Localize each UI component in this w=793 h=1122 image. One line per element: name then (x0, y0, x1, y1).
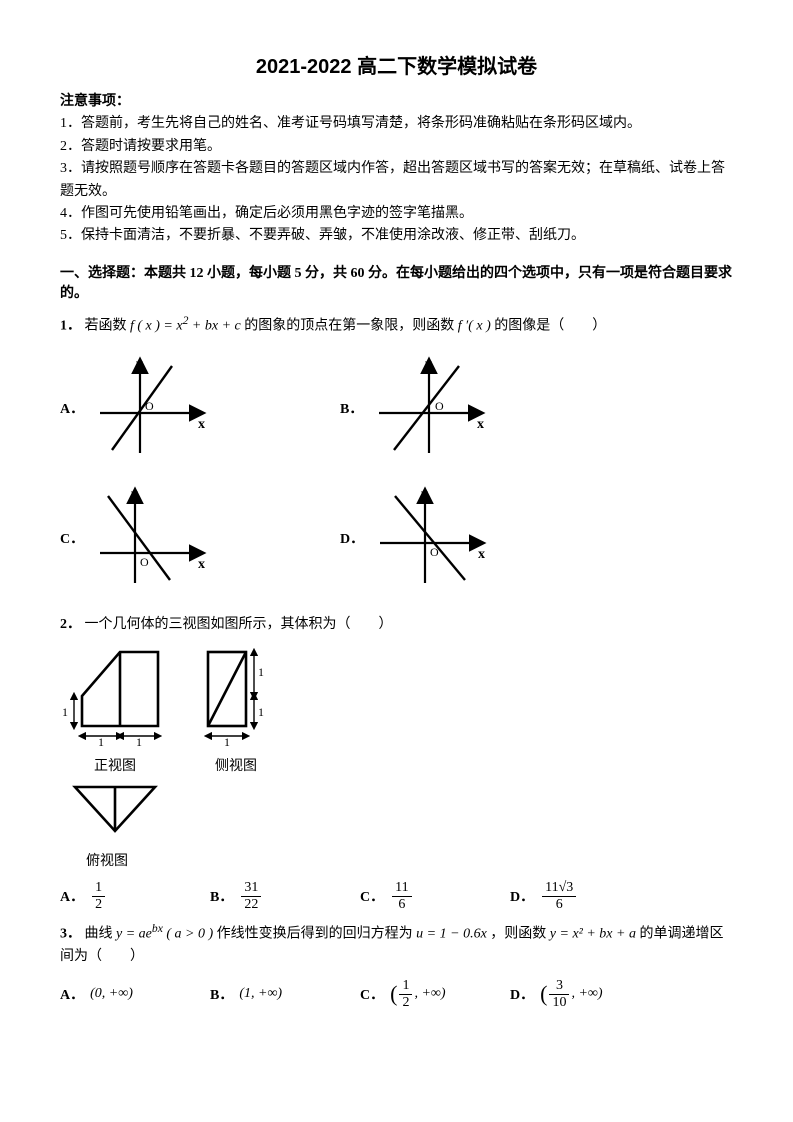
svg-text:x: x (477, 417, 484, 432)
q3-text-mid2: ，则函数 (490, 927, 550, 942)
side-view-caption: 侧视图 (196, 755, 276, 775)
svg-text:y: y (425, 357, 432, 372)
q1-formula-1a: f ( x ) = x (130, 318, 183, 333)
opt-b-label: B． (340, 398, 363, 418)
q3-f1: y = ae (116, 927, 152, 942)
front-view-caption: 正视图 (60, 755, 170, 775)
q1-opt-d: D． y x O (340, 478, 620, 598)
svg-text:1: 1 (62, 705, 68, 719)
q2-three-views: 1 1 1 正视图 1 1 1 侧视图 (60, 646, 733, 775)
notice-3: 3．请按照题号顺序在答题卡各题目的答题区域内作答，超出答题区域书写的答案无效；在… (60, 161, 725, 198)
page-title: 2021-2022 高二下数学模拟试卷 (60, 50, 733, 79)
q3-num: 3． (60, 927, 81, 942)
section-1-head: 一、选择题：本题共 12 小题，每小题 5 分，共 60 分。在每小题给出的四个… (60, 262, 733, 302)
graph-a-icon: y x O (90, 358, 210, 458)
q3-f3: y = x² + bx + a (550, 927, 636, 942)
q2-a-label: A． (60, 886, 84, 906)
q3-opt-a: A． (0, +∞) (60, 978, 210, 1010)
q1-text-mid: 的图象的顶点在第一象限，则函数 (244, 318, 458, 333)
q1-formula-2: f ′( x ) (458, 318, 491, 333)
q3-opt-c: C． ( 12 , +∞) (360, 978, 510, 1010)
front-view-icon: 1 1 1 (60, 646, 170, 746)
svg-text:x: x (198, 417, 205, 432)
side-view-icon: 1 1 1 (196, 646, 276, 746)
q2-num: 2． (60, 617, 81, 632)
front-view: 1 1 1 正视图 (60, 646, 170, 775)
q2-options: A． 12 B． 3122 C． 116 D． 11√36 (60, 880, 733, 912)
opt-c-label: C． (60, 528, 84, 548)
top-view-caption: 俯视图 (86, 850, 733, 870)
top-view-icon (60, 781, 170, 841)
q3-b-label: B． (210, 984, 233, 1004)
svg-text:x: x (198, 557, 205, 572)
q1-num: 1． (60, 318, 81, 333)
svg-text:1: 1 (98, 735, 104, 749)
q3-text-mid1: 作线性变换后得到的回归方程为 (217, 927, 417, 942)
svg-text:1: 1 (258, 705, 264, 719)
q2-d-label: D． (510, 886, 534, 906)
q3-f2: u = 1 − 0.6x (416, 927, 487, 942)
notice-2: 2．答题时请按要求用笔。 (60, 139, 221, 154)
q3-a-label: A． (60, 984, 84, 1004)
q3-options: A． (0, +∞) B． (1, +∞) C． ( 12 , +∞) D． (… (60, 978, 733, 1010)
q2-opt-a: A． 12 (60, 880, 210, 912)
opt-d-label: D． (340, 528, 364, 548)
q3-text-pre: 曲线 (85, 927, 117, 942)
svg-text:1: 1 (136, 735, 142, 749)
q1-opt-a: A． y x O (60, 348, 340, 468)
q3-opt-d: D． ( 310 , +∞) (510, 978, 660, 1010)
svg-text:O: O (430, 545, 439, 559)
svg-text:O: O (435, 399, 444, 413)
q2-opt-d: D． 11√36 (510, 880, 660, 912)
svg-text:y: y (136, 357, 143, 372)
q1-formula-1b: + bx + c (192, 318, 241, 333)
q1-opt-b: B． y x O (340, 348, 620, 468)
graph-c-icon: y x O (90, 488, 210, 588)
q1-options-grid: A． y x O B． y x O C． y x (60, 348, 733, 598)
notice-5: 5．保持卡面清洁，不要折暴、不要弄破、弄皱，不准使用涂改液、修正带、刮纸刀。 (60, 228, 585, 243)
side-view: 1 1 1 侧视图 (196, 646, 276, 775)
svg-text:y: y (421, 487, 428, 502)
question-2: 2． 一个几何体的三视图如图所示，其体积为（ ） (60, 614, 733, 636)
q1-opt-c: C． y x O (60, 478, 340, 598)
q2-text: 一个几何体的三视图如图所示，其体积为（ ） (85, 617, 393, 632)
top-view: 俯视图 (60, 781, 733, 870)
question-1: 1． 若函数 f ( x ) = x2 + bx + c 的图象的顶点在第一象限… (60, 312, 733, 338)
svg-text:O: O (145, 399, 154, 413)
q1-text-pre: 若函数 (85, 318, 131, 333)
notice-1: 1．答题前，考生先将自己的姓名、准考证号码填写清楚，将条形码准确粘贴在条形码区域… (60, 116, 641, 131)
q3-a-val: (0, +∞) (90, 986, 133, 1002)
svg-text:O: O (140, 555, 149, 569)
q2-opt-c: C． 116 (360, 880, 510, 912)
svg-text:1: 1 (258, 665, 264, 679)
q3-c-label: C． (360, 984, 384, 1004)
q3-f1c: ( a > 0 ) (166, 927, 213, 942)
opt-a-label: A． (60, 398, 84, 418)
graph-d-icon: y x O (370, 488, 490, 588)
q1-text-post: 的图像是（ ） (494, 318, 606, 333)
question-3: 3． 曲线 y = aebx ( a > 0 ) 作线性变换后得到的回归方程为 … (60, 920, 733, 968)
q2-opt-b: B． 3122 (210, 880, 360, 912)
q2-b-label: B． (210, 886, 233, 906)
notice-4: 4．作图可先使用铅笔画出，确定后必须用黑色字迹的签字笔描黑。 (60, 206, 473, 221)
graph-b-icon: y x O (369, 358, 489, 458)
notice-head: 注意事项： (60, 94, 130, 109)
notice-block: 注意事项： 1．答题前，考生先将自己的姓名、准考证号码填写清楚，将条形码准确粘贴… (60, 91, 733, 248)
svg-text:x: x (478, 547, 485, 562)
q3-opt-b: B． (1, +∞) (210, 978, 360, 1010)
svg-text:1: 1 (224, 735, 230, 749)
q3-b-val: (1, +∞) (239, 986, 282, 1002)
q2-c-label: C． (360, 886, 384, 906)
svg-text:y: y (131, 487, 138, 502)
q3-d-label: D． (510, 984, 534, 1004)
